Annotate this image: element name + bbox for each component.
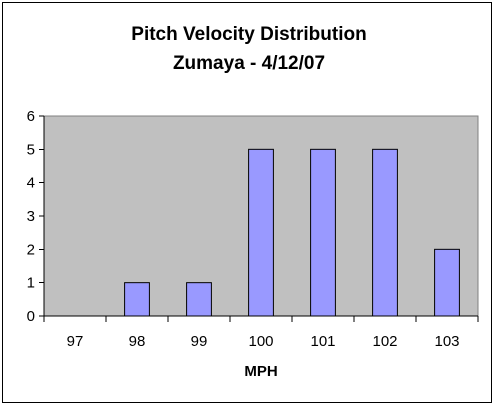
x-tick-label-102: 102 xyxy=(372,333,397,350)
x-tick-label-99: 99 xyxy=(191,333,208,350)
x-tick-label-103: 103 xyxy=(434,333,459,350)
x-tick-label-97: 97 xyxy=(67,333,84,350)
axes-group xyxy=(39,115,479,322)
x-tick-label-98: 98 xyxy=(129,333,146,350)
x-axis-label: MPH xyxy=(244,363,277,380)
x-tick-labels: 97 98 99 100 101 102 103 xyxy=(67,333,460,350)
bar-99 xyxy=(186,282,212,317)
bar-101 xyxy=(310,148,336,317)
bar-102 xyxy=(372,148,398,317)
bars-group xyxy=(124,148,460,317)
y-tick-labels: 0 1 2 3 4 5 6 xyxy=(27,108,35,325)
y-tick-label-3: 3 xyxy=(27,208,35,225)
y-tick-label-5: 5 xyxy=(27,141,35,158)
bar-100 xyxy=(248,148,274,317)
y-tick-label-4: 4 xyxy=(27,175,35,192)
y-tick-label-2: 2 xyxy=(27,241,35,258)
chart-title: Pitch Velocity Distribution xyxy=(131,24,366,45)
y-tick-label-0: 0 xyxy=(27,308,35,325)
y-tick-label-1: 1 xyxy=(27,275,35,292)
x-tick-label-100: 100 xyxy=(248,333,273,350)
bar-103 xyxy=(434,248,460,317)
chart-subtitle: Zumaya - 4/12/07 xyxy=(173,53,325,74)
x-tick-label-101: 101 xyxy=(310,333,335,350)
bar-98 xyxy=(124,282,150,317)
y-tick-label-6: 6 xyxy=(27,108,35,125)
